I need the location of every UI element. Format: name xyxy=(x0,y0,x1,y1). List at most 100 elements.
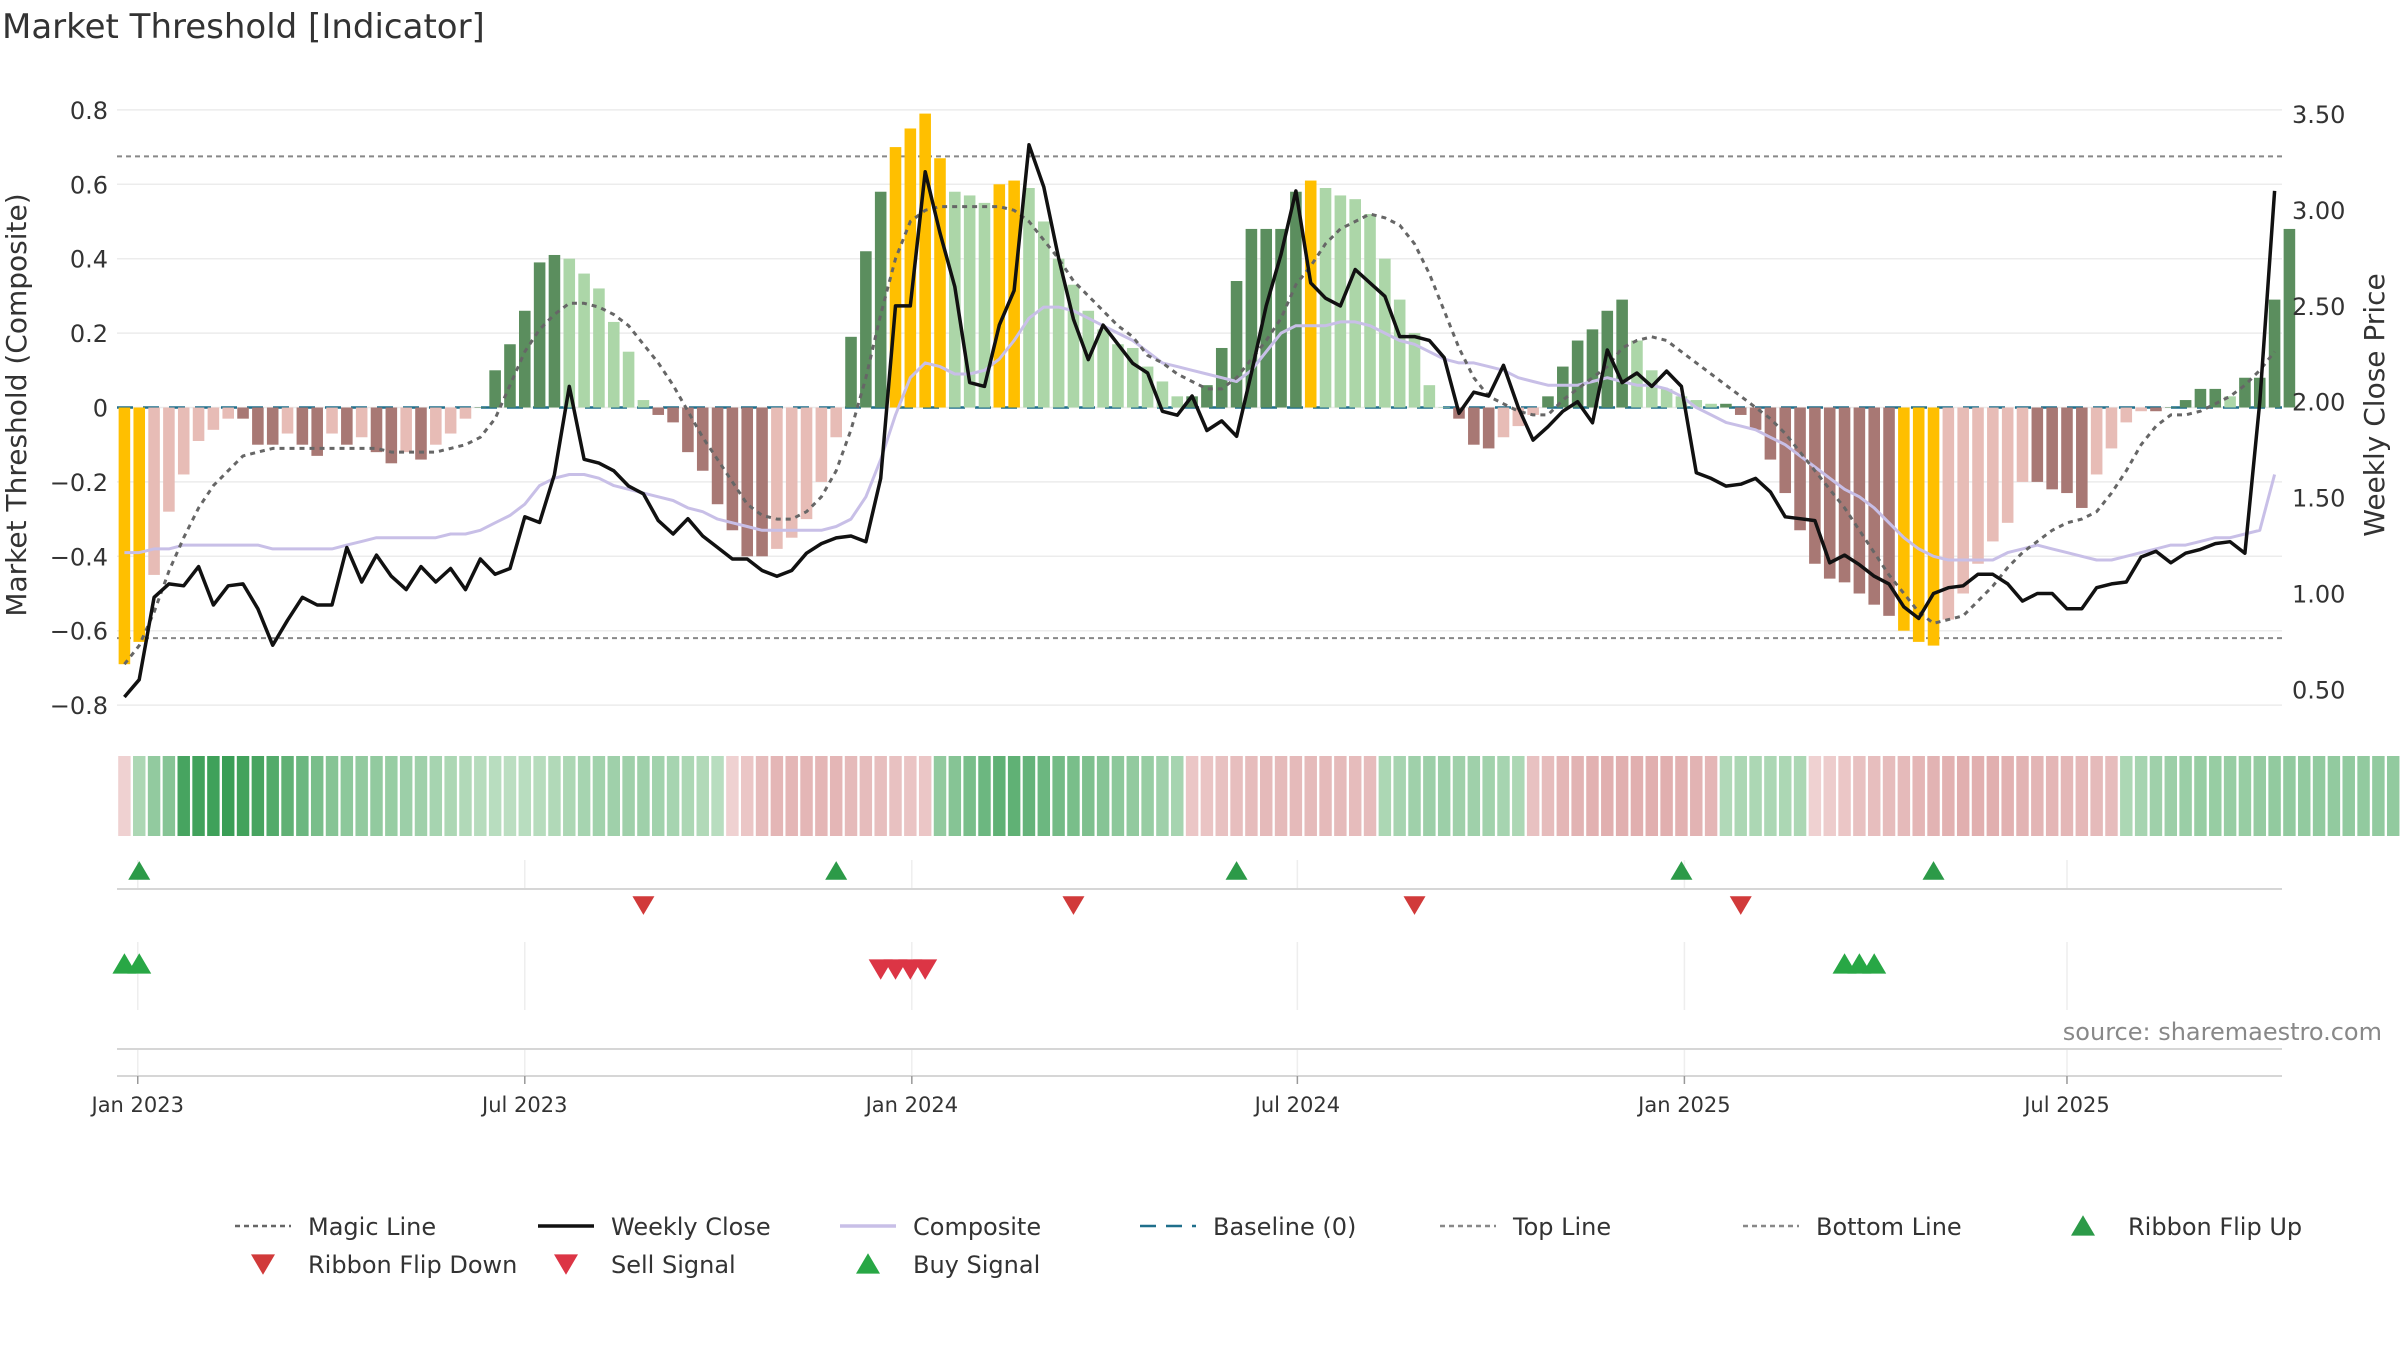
ribbon-cell xyxy=(2209,756,2222,836)
bar xyxy=(1957,407,1969,594)
bar xyxy=(1423,385,1436,408)
bar xyxy=(533,262,546,408)
bar xyxy=(207,407,220,430)
ribbon-cell xyxy=(1037,756,1051,836)
ribbon-flip-down-marker xyxy=(1729,896,1752,915)
ribbon-cell xyxy=(1704,756,1718,836)
legend-label: Sell Signal xyxy=(611,1251,736,1279)
bar xyxy=(2224,396,2236,408)
right-tick-label: 3.50 xyxy=(2292,101,2345,129)
bar xyxy=(2239,377,2251,408)
bar xyxy=(1052,258,1065,408)
ribbon-cell xyxy=(1111,756,1125,836)
composite-line xyxy=(124,305,2277,562)
date-tick-label: Jan 2025 xyxy=(1636,1093,1731,1117)
right-tick-label: 1.50 xyxy=(2292,485,2345,513)
bar xyxy=(2001,407,2014,523)
date-tick-label: Jul 2023 xyxy=(480,1093,567,1117)
ribbon-cell xyxy=(444,756,457,836)
bar xyxy=(1408,333,1421,408)
series-lines xyxy=(123,143,2277,699)
legend-item: Buy Signal xyxy=(856,1251,1040,1279)
ribbon-cell xyxy=(978,756,991,836)
bar xyxy=(192,407,205,441)
bar xyxy=(904,128,917,408)
left-tick-label: −0.8 xyxy=(50,692,108,720)
bar xyxy=(1601,310,1614,408)
bar xyxy=(1779,407,1792,494)
bar xyxy=(874,191,887,408)
bar xyxy=(949,191,961,408)
date-tick-label: Jul 2024 xyxy=(1253,1093,1340,1117)
right-tick-label: 1.00 xyxy=(2292,580,2345,608)
ribbon-cell xyxy=(1334,756,1347,836)
bar xyxy=(830,407,842,438)
bar xyxy=(1497,407,1510,438)
bar xyxy=(771,407,783,549)
ribbon-cell xyxy=(370,756,383,836)
ribbon-cell xyxy=(770,756,784,836)
bar xyxy=(1586,329,1599,408)
date-tick-label: Jan 2023 xyxy=(90,1093,185,1117)
legend-label: Top Line xyxy=(1512,1213,1611,1241)
ribbon-cell xyxy=(1897,756,1911,836)
ribbon-cell xyxy=(815,756,828,836)
left-axis-ticks: 0.8 0.6 0.4 0.2 0 −0.2 −0.4 −0.6 −0.8 xyxy=(50,97,108,720)
ribbon-cell xyxy=(1052,756,1065,836)
bar xyxy=(2076,407,2088,508)
ribbon-cell xyxy=(2357,756,2370,836)
legend-swatch-triangle-down xyxy=(554,1254,578,1275)
bar xyxy=(2283,228,2296,408)
ribbon-cell xyxy=(355,756,368,836)
bar xyxy=(1482,407,1495,449)
bar xyxy=(148,407,160,575)
legend-item: Baseline (0) xyxy=(1140,1213,1356,1241)
bar xyxy=(2209,388,2222,408)
bar xyxy=(1645,370,1658,408)
bar xyxy=(2105,407,2118,449)
ribbon-cell xyxy=(1764,756,1777,836)
ribbon-cell xyxy=(1942,756,1955,836)
bar xyxy=(118,407,131,665)
ribbon-cell xyxy=(1853,756,1866,836)
bar xyxy=(1720,403,1732,408)
ribbon-cell xyxy=(1067,756,1080,836)
ribbon-flip-up-marker xyxy=(1670,861,1693,880)
legend: Magic Line Weekly Close Composite Baseline … xyxy=(235,1213,2302,1279)
bar xyxy=(1527,407,1539,415)
bar xyxy=(163,407,175,512)
bar xyxy=(652,407,665,415)
left-tick-label: 0.2 xyxy=(70,320,108,348)
legend-swatch-triangle-down xyxy=(251,1254,275,1275)
bar xyxy=(2165,407,2177,408)
bar xyxy=(1349,199,1361,408)
bar xyxy=(1245,228,1258,408)
ribbon-cell xyxy=(2268,756,2281,836)
ribbon-cell xyxy=(1660,756,1673,836)
ribbon-cell xyxy=(488,756,502,836)
ribbon-cell xyxy=(1363,756,1377,836)
chart-title: Market Threshold [Indicator] xyxy=(2,7,485,47)
ribbon-cell xyxy=(607,756,620,836)
ribbon-cell xyxy=(1156,756,1169,836)
ribbon-cell xyxy=(429,756,443,836)
bar xyxy=(222,407,234,419)
ribbon-cell xyxy=(192,756,205,836)
ribbon-cell xyxy=(2134,756,2148,836)
bar xyxy=(177,407,190,475)
ribbon-cell xyxy=(681,756,695,836)
ribbon-cell xyxy=(740,756,754,836)
right-axis-title: Weekly Close Price xyxy=(2358,273,2391,536)
bar xyxy=(355,407,368,438)
ribbon-cell xyxy=(1393,756,1406,836)
ribbon-flip-down-marker xyxy=(632,896,655,915)
ribbon-cell xyxy=(1378,756,1392,836)
bar xyxy=(1038,221,1050,408)
ribbon-cell xyxy=(2312,756,2326,836)
ribbon-cell xyxy=(2164,756,2178,836)
ribbon-flip-up-marker xyxy=(128,861,151,880)
left-tick-label: 0.8 xyxy=(70,97,108,125)
left-tick-label: 0.6 xyxy=(70,171,108,199)
bar xyxy=(1023,188,1035,408)
ribbon-cell xyxy=(1823,756,1836,836)
